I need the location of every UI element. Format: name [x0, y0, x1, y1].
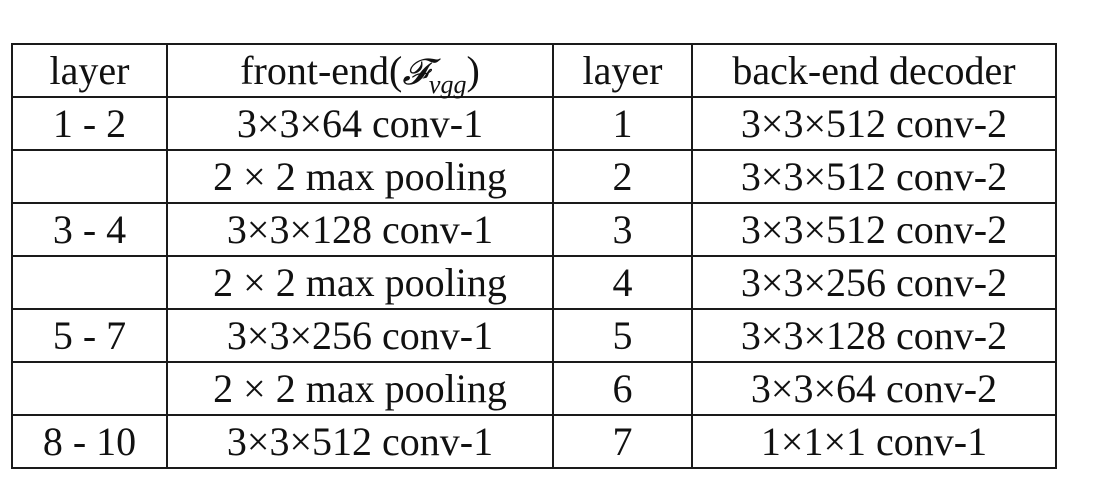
front-end-layer-cell: 3 - 4	[11, 202, 168, 257]
front-end-layer-cell	[11, 361, 168, 416]
back-end-layer-cell: 3	[552, 202, 693, 257]
header-front-end-suffix: )	[466, 47, 480, 93]
table-row: 5 - 7 3×3×256 conv-1 5 3×3×128 conv-2	[11, 308, 1057, 363]
back-end-op-cell: 3×3×512 conv-2	[691, 96, 1057, 151]
front-end-layer-cell: 1 - 2	[11, 96, 168, 151]
header-layer-left: layer	[11, 43, 168, 98]
back-end-op-cell: 3×3×64 conv-2	[691, 361, 1057, 416]
table-row: 1 - 2 3×3×64 conv-1 1 3×3×512 conv-2	[11, 96, 1057, 151]
header-front-end: front-end(𝓕vgg)	[166, 43, 554, 99]
front-end-op-cell: 3×3×256 conv-1	[166, 308, 554, 363]
front-end-layer-cell	[11, 255, 168, 310]
front-end-layer-cell: 5 - 7	[11, 308, 168, 363]
front-end-op-cell: 2 × 2 max pooling	[166, 149, 554, 204]
front-end-math-symbol: 𝓕	[402, 51, 429, 93]
front-end-op-cell: 2 × 2 max pooling	[166, 255, 554, 310]
table-row: 2 × 2 max pooling 6 3×3×64 conv-2	[11, 361, 1057, 416]
header-layer-right: layer	[552, 43, 693, 98]
back-end-layer-cell: 1	[552, 96, 693, 151]
table-header-row: layer front-end(𝓕vgg) layer back-end dec…	[11, 43, 1057, 99]
table-row: 2 × 2 max pooling 4 3×3×256 conv-2	[11, 255, 1057, 310]
back-end-op-cell: 3×3×256 conv-2	[691, 255, 1057, 310]
table-row: 3 - 4 3×3×128 conv-1 3 3×3×512 conv-2	[11, 202, 1057, 257]
table-row: 2 × 2 max pooling 2 3×3×512 conv-2	[11, 149, 1057, 204]
back-end-layer-cell: 4	[552, 255, 693, 310]
back-end-op-cell: 3×3×128 conv-2	[691, 308, 1057, 363]
front-end-layer-cell: 8 - 10	[11, 414, 168, 469]
front-end-layer-cell	[11, 149, 168, 204]
header-front-end-prefix: front-end(	[240, 47, 403, 93]
table-row: 8 - 10 3×3×512 conv-1 7 1×1×1 conv-1	[11, 414, 1057, 469]
back-end-op-cell: 3×3×512 conv-2	[691, 149, 1057, 204]
architecture-table: layer front-end(𝓕vgg) layer back-end dec…	[11, 43, 1057, 469]
header-back-end: back-end decoder	[691, 43, 1057, 98]
front-end-op-cell: 3×3×512 conv-1	[166, 414, 554, 469]
front-end-op-cell: 3×3×64 conv-1	[166, 96, 554, 151]
front-end-math-subscript: vgg	[428, 69, 467, 99]
front-end-op-cell: 3×3×128 conv-1	[166, 202, 554, 257]
front-end-op-cell: 2 × 2 max pooling	[166, 361, 554, 416]
back-end-layer-cell: 5	[552, 308, 693, 363]
back-end-layer-cell: 7	[552, 414, 693, 469]
back-end-layer-cell: 2	[552, 149, 693, 204]
back-end-op-cell: 3×3×512 conv-2	[691, 202, 1057, 257]
back-end-op-cell: 1×1×1 conv-1	[691, 414, 1057, 469]
back-end-layer-cell: 6	[552, 361, 693, 416]
